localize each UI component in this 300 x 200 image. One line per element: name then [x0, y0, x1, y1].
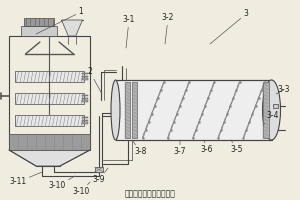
Bar — [9, 134, 90, 150]
Bar — [82, 122, 88, 124]
Bar — [82, 100, 88, 102]
Bar — [82, 98, 88, 99]
Text: 3: 3 — [210, 9, 248, 44]
Bar — [124, 82, 130, 138]
Bar — [82, 117, 88, 118]
Text: 3-5: 3-5 — [231, 140, 243, 154]
Bar — [132, 82, 137, 138]
Bar — [82, 76, 88, 77]
Bar — [273, 104, 278, 108]
Bar — [82, 78, 88, 80]
Bar — [15, 71, 84, 82]
Text: 3-10: 3-10 — [72, 182, 90, 196]
Ellipse shape — [111, 80, 120, 140]
Text: 3-1: 3-1 — [123, 16, 135, 48]
Bar — [82, 95, 88, 96]
Text: 3-4: 3-4 — [264, 112, 279, 124]
Text: 3-2: 3-2 — [162, 14, 174, 44]
Text: 1: 1 — [36, 7, 83, 34]
Text: 3-3: 3-3 — [276, 85, 290, 94]
Text: 2: 2 — [88, 68, 102, 94]
Polygon shape — [9, 150, 90, 166]
Bar — [24, 18, 54, 26]
Bar — [116, 80, 272, 140]
Ellipse shape — [262, 80, 280, 140]
Text: 3-6: 3-6 — [201, 140, 213, 154]
Bar — [82, 120, 88, 121]
Bar — [262, 82, 268, 138]
Text: 3-10: 3-10 — [48, 176, 75, 190]
Text: 3-7: 3-7 — [174, 140, 186, 156]
Bar — [15, 93, 84, 104]
Text: 3-11: 3-11 — [9, 172, 42, 186]
Text: 3-9: 3-9 — [93, 168, 108, 184]
Bar — [15, 115, 84, 126]
Text: 3-8: 3-8 — [132, 140, 147, 156]
Bar — [94, 167, 103, 172]
Polygon shape — [61, 20, 82, 36]
Bar — [21, 26, 57, 36]
Text: 組合式造紙廢水處理設備: 組合式造紙廢水處理設備 — [124, 189, 176, 198]
Bar — [82, 73, 88, 74]
